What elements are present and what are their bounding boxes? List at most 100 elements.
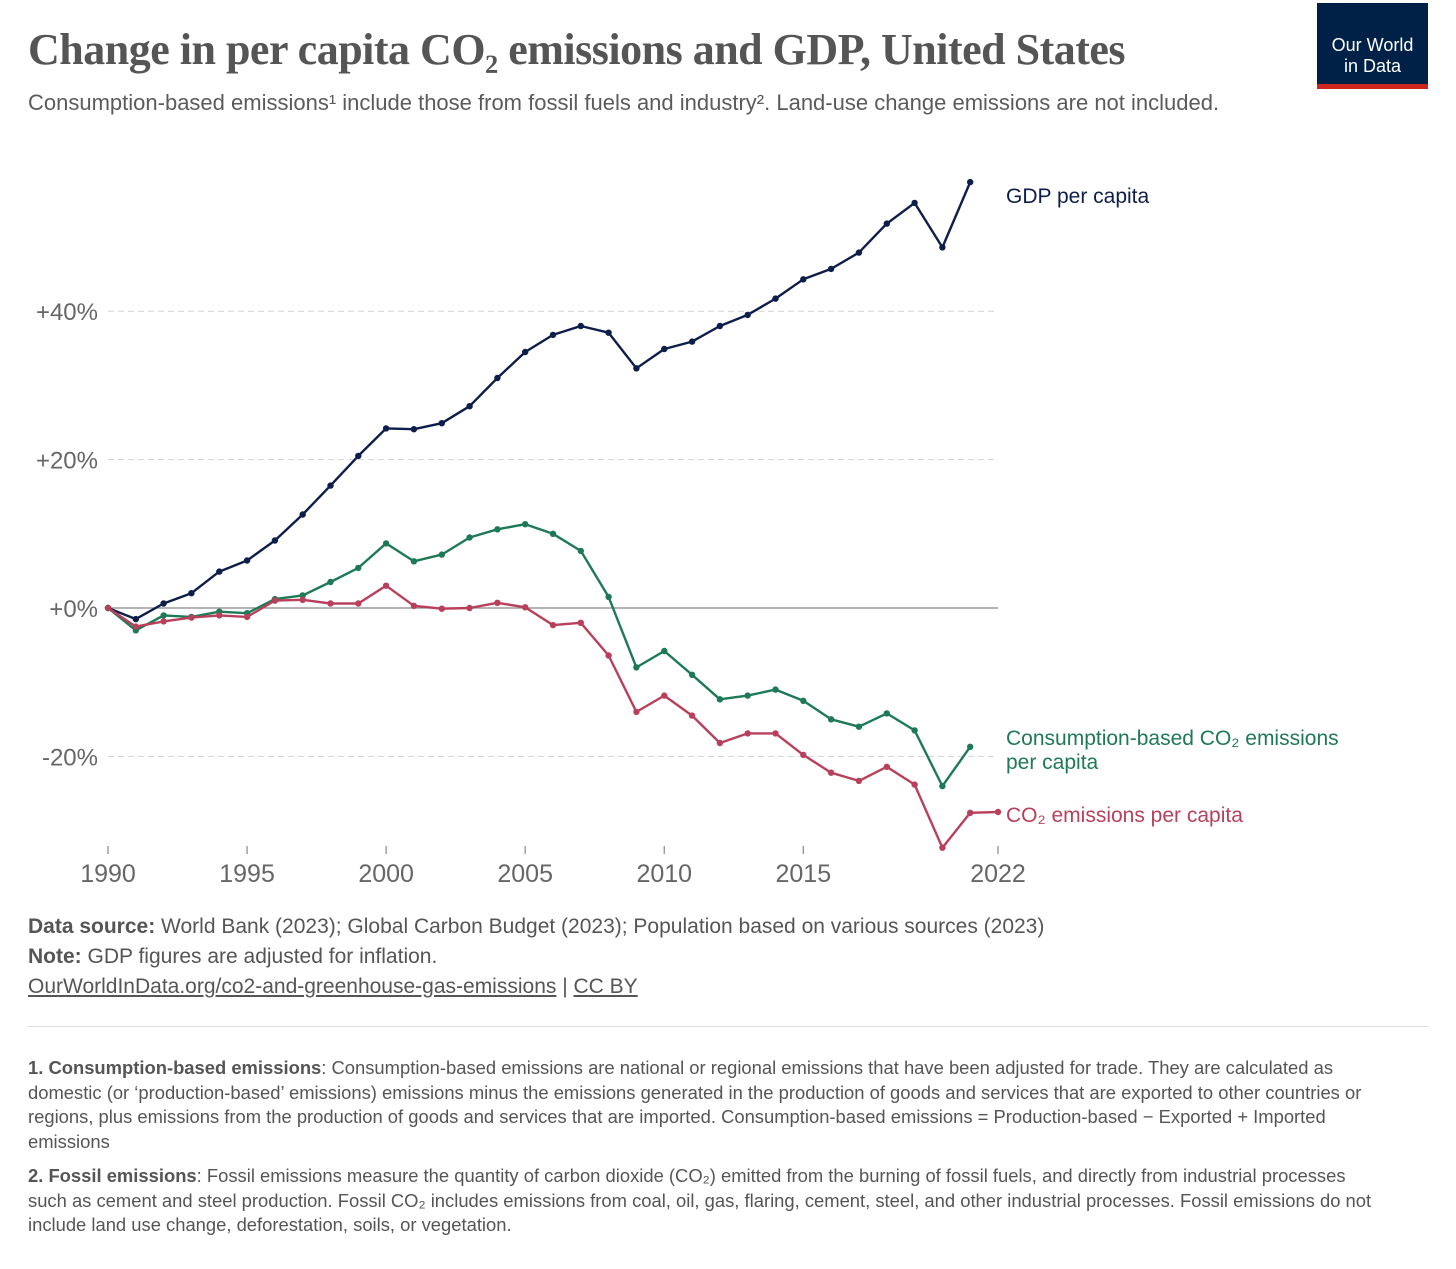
footnotes: 1. Consumption-based emissions: Consumpt… <box>28 1056 1388 1248</box>
data-point-co2 <box>577 619 584 626</box>
data-point-consumption <box>605 593 612 601</box>
x-tick-label: 2022 <box>970 860 1026 888</box>
y-tick-label: -20% <box>42 744 98 771</box>
data-point-consumption <box>466 534 473 541</box>
data-point-gdp <box>438 420 445 427</box>
data-point-co2 <box>466 604 473 612</box>
series-line-gdp <box>107 181 972 621</box>
data-point-consumption <box>299 592 306 599</box>
data-point-consumption <box>410 558 418 565</box>
data-point-co2 <box>188 614 195 621</box>
data-point-gdp <box>577 322 584 330</box>
data-point-gdp <box>939 244 946 251</box>
logo-line-2: in Data <box>1343 56 1402 76</box>
data-point-consumption <box>633 664 640 671</box>
data-point-co2 <box>800 751 807 759</box>
data-point-co2 <box>549 621 557 629</box>
data-point-co2 <box>772 730 779 737</box>
data-point-co2 <box>355 600 362 607</box>
data-point-co2 <box>716 739 724 747</box>
data-point-gdp <box>883 220 890 227</box>
data-point-consumption <box>522 521 529 528</box>
data-point-co2 <box>633 708 640 716</box>
chart-footer: Data source: World Bank (2023); Global C… <box>28 912 1044 1002</box>
series-label-consumption: per capita <box>1006 751 1099 774</box>
chart-title: Change in per capita CO₂ emissions and G… <box>28 25 1126 74</box>
data-point-consumption <box>939 782 946 790</box>
data-point-gdp <box>466 403 473 410</box>
note-text: GDP figures are adjusted for inflation. <box>81 945 438 968</box>
data-point-consumption <box>744 692 751 699</box>
series-label-co2: CO₂ emissions per capita <box>1006 804 1243 827</box>
data-point-co2 <box>688 712 696 719</box>
data-point-gdp <box>188 590 195 597</box>
data-source-line: Data source: World Bank (2023); Global C… <box>28 912 1044 942</box>
series-line-consumption <box>107 523 972 788</box>
data-point-co2 <box>216 612 223 619</box>
data-point-consumption <box>577 547 584 555</box>
data-point-consumption <box>883 710 890 717</box>
data-source-label: Data source: <box>28 915 156 938</box>
x-tick-label: 2000 <box>358 860 414 888</box>
data-point-gdp <box>827 265 835 273</box>
data-point-co2 <box>382 582 390 589</box>
link-line: OurWorldInData.org/co2-and-greenhouse-ga… <box>28 972 1044 1002</box>
footnote-1: 1. Consumption-based emissions: Consumpt… <box>28 1056 1388 1154</box>
data-point-gdp <box>410 426 418 433</box>
data-point-co2 <box>967 809 974 816</box>
license-link[interactable]: CC BY <box>573 975 638 998</box>
data-point-gdp <box>688 338 696 345</box>
data-point-co2 <box>911 781 918 788</box>
y-tick-label: +0% <box>49 596 98 623</box>
data-point-gdp <box>772 295 779 302</box>
data-point-co2 <box>855 777 863 785</box>
source-link[interactable]: OurWorldInData.org/co2-and-greenhouse-ga… <box>28 975 557 998</box>
data-point-gdp <box>633 365 640 372</box>
data-point-gdp <box>132 615 139 623</box>
data-point-co2 <box>104 604 112 612</box>
data-point-consumption <box>800 697 807 704</box>
data-point-consumption <box>855 723 863 730</box>
data-point-consumption <box>327 578 334 586</box>
note-line: Note: GDP figures are adjusted for infla… <box>28 942 1044 972</box>
data-point-co2 <box>299 596 306 603</box>
x-tick-label: 2005 <box>497 860 553 888</box>
logo-line-1: Our World <box>1331 35 1414 55</box>
data-point-gdp <box>855 249 863 256</box>
footnote-2: 2. Fossil emissions: Fossil emissions me… <box>28 1164 1388 1238</box>
data-point-co2 <box>605 652 612 659</box>
owid-logo[interactable]: Our World in Data <box>1317 3 1428 89</box>
data-point-gdp <box>299 511 306 518</box>
footnote-1-label: 1. Consumption-based emissions <box>28 1057 322 1078</box>
data-point-gdp <box>744 311 751 319</box>
data-point-gdp <box>549 331 557 339</box>
data-point-consumption <box>772 686 779 693</box>
data-point-gdp <box>327 482 334 489</box>
data-point-consumption <box>549 530 557 537</box>
data-point-gdp <box>522 348 529 356</box>
data-point-co2 <box>661 692 668 699</box>
data-point-co2 <box>271 597 279 604</box>
data-point-gdp <box>967 178 974 186</box>
x-tick-label: 2015 <box>776 860 832 888</box>
data-point-co2 <box>494 599 501 606</box>
data-point-consumption <box>827 716 835 723</box>
line-chart: +40% +20% +0% -20% 1990 1995 2000 2005 2010 2015 2… <box>36 178 1339 888</box>
y-tick-label: +20% <box>36 448 98 475</box>
data-point-gdp <box>271 537 279 544</box>
data-point-co2 <box>883 763 890 770</box>
data-point-co2 <box>410 602 418 609</box>
data-point-co2 <box>132 623 139 630</box>
data-point-consumption <box>716 696 724 703</box>
data-point-consumption <box>160 612 167 619</box>
data-point-co2 <box>939 844 946 851</box>
series-label-gdp: GDP per capita <box>1006 185 1150 208</box>
data-point-gdp <box>160 600 167 607</box>
data-point-co2 <box>522 604 529 611</box>
x-tick-label: 1990 <box>80 860 136 888</box>
footer-divider <box>28 1026 1428 1027</box>
data-point-co2 <box>438 605 445 612</box>
data-point-gdp <box>494 374 501 382</box>
data-point-co2 <box>160 618 167 625</box>
data-point-gdp <box>605 329 612 336</box>
